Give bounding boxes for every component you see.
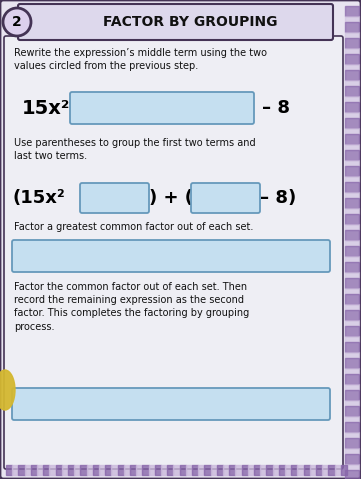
Bar xyxy=(345,422,359,432)
Bar xyxy=(345,358,359,368)
Bar xyxy=(345,368,359,374)
Bar xyxy=(180,465,186,475)
Bar xyxy=(345,128,359,134)
Bar xyxy=(124,465,130,475)
Bar xyxy=(266,465,273,475)
Bar xyxy=(345,352,359,358)
Bar xyxy=(242,465,248,475)
Bar xyxy=(345,336,359,342)
Bar xyxy=(345,240,359,246)
Bar xyxy=(345,326,359,336)
Bar xyxy=(345,96,359,102)
Bar xyxy=(345,454,359,464)
Bar xyxy=(297,465,304,475)
Bar xyxy=(345,192,359,198)
Bar xyxy=(18,465,25,475)
Bar xyxy=(31,465,37,475)
Bar xyxy=(273,465,279,475)
Bar xyxy=(217,465,223,475)
Bar xyxy=(210,465,217,475)
Bar xyxy=(345,406,359,416)
Text: 2: 2 xyxy=(12,15,22,29)
Bar xyxy=(329,465,335,475)
Text: 15x²: 15x² xyxy=(22,99,70,117)
Bar xyxy=(235,465,242,475)
Bar xyxy=(260,465,266,475)
Bar xyxy=(345,176,359,182)
Bar xyxy=(345,70,359,80)
FancyBboxPatch shape xyxy=(191,183,260,213)
Bar xyxy=(322,465,329,475)
Bar xyxy=(341,465,347,475)
Bar xyxy=(345,384,359,390)
Bar xyxy=(310,465,316,475)
FancyBboxPatch shape xyxy=(80,183,149,213)
Bar xyxy=(345,400,359,406)
Bar xyxy=(345,256,359,262)
Bar xyxy=(167,465,173,475)
FancyBboxPatch shape xyxy=(18,4,333,40)
Bar xyxy=(345,48,359,54)
Bar xyxy=(345,208,359,214)
Bar xyxy=(68,465,74,475)
Bar xyxy=(118,465,124,475)
Bar xyxy=(81,465,87,475)
Bar xyxy=(49,465,56,475)
Bar xyxy=(345,230,359,240)
Bar xyxy=(345,246,359,256)
Bar xyxy=(345,32,359,38)
Bar xyxy=(37,465,43,475)
FancyBboxPatch shape xyxy=(12,240,330,272)
Bar xyxy=(112,465,118,475)
Text: (15x²: (15x² xyxy=(12,189,65,207)
Bar xyxy=(345,86,359,96)
Bar xyxy=(74,465,81,475)
Bar xyxy=(345,182,359,192)
Circle shape xyxy=(3,8,31,36)
Bar xyxy=(248,465,254,475)
Bar xyxy=(130,465,136,475)
Bar xyxy=(345,64,359,70)
Bar xyxy=(345,262,359,272)
Bar xyxy=(345,112,359,118)
Bar xyxy=(345,294,359,304)
Bar xyxy=(335,465,341,475)
Bar xyxy=(345,134,359,144)
Bar xyxy=(12,465,18,475)
Bar xyxy=(155,465,161,475)
Bar xyxy=(345,310,359,320)
Text: ) + (: ) + ( xyxy=(149,189,193,207)
Bar xyxy=(345,288,359,294)
Bar xyxy=(345,224,359,230)
Bar xyxy=(43,465,49,475)
Bar xyxy=(6,465,12,475)
Bar xyxy=(229,465,235,475)
Bar xyxy=(93,465,99,475)
Text: Factor the common factor out of each set. Then
record the remaining expression a: Factor the common factor out of each set… xyxy=(14,282,249,331)
Bar xyxy=(345,118,359,128)
Text: – 8: – 8 xyxy=(262,99,290,117)
Bar xyxy=(285,465,291,475)
Text: – 8): – 8) xyxy=(260,189,296,207)
Text: Use parentheses to group the first two terms and
last two terms.: Use parentheses to group the first two t… xyxy=(14,138,256,161)
Bar xyxy=(223,465,229,475)
FancyBboxPatch shape xyxy=(12,388,330,420)
Ellipse shape xyxy=(0,370,15,410)
Bar xyxy=(345,54,359,64)
Bar xyxy=(345,390,359,400)
Text: Rewrite the expression’s middle term using the two
values circled from the previ: Rewrite the expression’s middle term usi… xyxy=(14,48,267,71)
Bar xyxy=(99,465,105,475)
Text: FACTOR BY GROUPING: FACTOR BY GROUPING xyxy=(103,15,277,29)
Bar xyxy=(291,465,297,475)
Bar xyxy=(254,465,260,475)
Bar xyxy=(345,448,359,454)
Bar xyxy=(142,465,149,475)
Bar xyxy=(345,438,359,448)
Bar xyxy=(345,16,359,22)
Bar xyxy=(316,465,322,475)
Bar xyxy=(345,416,359,422)
Bar xyxy=(25,465,31,475)
Bar xyxy=(186,465,192,475)
FancyBboxPatch shape xyxy=(4,36,343,469)
